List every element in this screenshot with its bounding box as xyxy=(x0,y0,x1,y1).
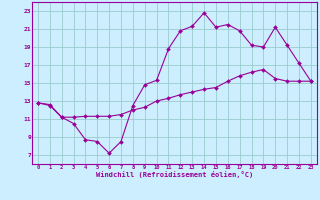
X-axis label: Windchill (Refroidissement éolien,°C): Windchill (Refroidissement éolien,°C) xyxy=(96,171,253,178)
